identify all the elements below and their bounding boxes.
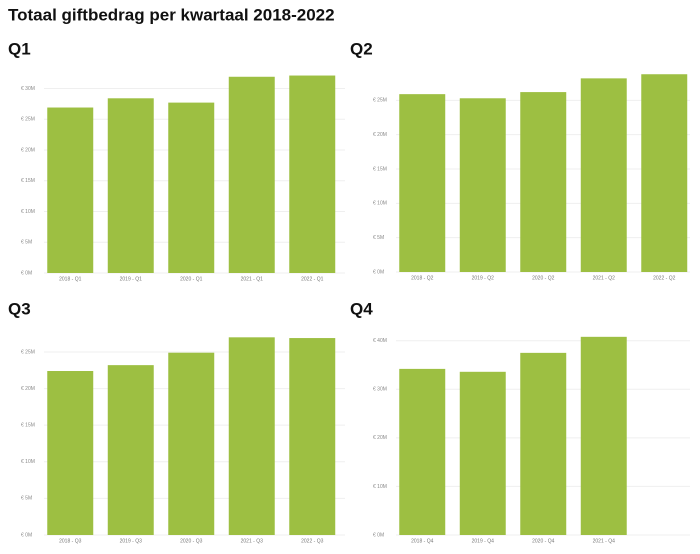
bar	[168, 102, 215, 273]
y-tick-label: € 15M	[373, 166, 387, 172]
x-tick-label: 2021 - Q4	[593, 538, 615, 544]
y-tick-label: € 25M	[21, 117, 35, 123]
x-tick-label: 2022 - Q2	[653, 275, 675, 281]
y-tick-label: € 10M	[373, 201, 387, 207]
bar	[520, 92, 567, 273]
panel-title: Q4	[350, 299, 373, 318]
x-tick-label: 2021 - Q1	[241, 276, 263, 282]
x-tick-label: 2020 - Q2	[532, 275, 554, 281]
bar	[289, 338, 336, 535]
y-tick-label: € 40M	[373, 338, 387, 344]
y-tick-label: € 0M	[373, 532, 384, 538]
bar	[168, 352, 215, 535]
y-tick-label: € 30M	[373, 387, 387, 393]
y-tick-label: € 10M	[21, 459, 35, 465]
bar	[289, 75, 336, 273]
x-tick-label: 2020 - Q1	[180, 276, 202, 282]
bar	[228, 76, 275, 274]
bar	[580, 78, 627, 272]
x-tick-label: 2018 - Q1	[59, 276, 81, 282]
x-tick-label: 2020 - Q4	[532, 538, 554, 544]
bar	[459, 98, 506, 272]
x-tick-label: 2021 - Q3	[241, 538, 263, 544]
x-tick-label: 2019 - Q1	[120, 276, 142, 282]
bar	[520, 352, 567, 535]
x-tick-label: 2019 - Q4	[472, 538, 494, 544]
x-tick-label: 2020 - Q3	[180, 538, 202, 544]
x-tick-label: 2019 - Q2	[472, 275, 494, 281]
y-tick-label: € 0M	[21, 532, 32, 538]
y-tick-label: € 15M	[21, 423, 35, 429]
y-tick-label: € 20M	[373, 132, 387, 138]
y-tick-label: € 20M	[373, 435, 387, 441]
bar	[399, 94, 446, 272]
bar	[399, 368, 446, 535]
panel-title: Q1	[8, 39, 31, 58]
x-tick-label: 2021 - Q2	[593, 275, 615, 281]
x-tick-label: 2018 - Q4	[411, 538, 433, 544]
page-title: Totaal giftbedrag per kwartaal 2018-2022	[8, 5, 335, 24]
bar	[107, 365, 154, 535]
bar	[228, 337, 275, 535]
bar	[459, 371, 506, 535]
x-tick-label: 2019 - Q3	[120, 538, 142, 544]
bar	[641, 74, 688, 273]
x-tick-label: 2018 - Q3	[59, 538, 81, 544]
y-tick-label: € 30M	[21, 86, 35, 92]
y-tick-label: € 25M	[21, 349, 35, 355]
y-tick-label: € 5M	[21, 240, 32, 246]
x-tick-label: 2018 - Q2	[411, 275, 433, 281]
y-tick-label: € 0M	[21, 270, 32, 276]
y-tick-label: € 0M	[373, 269, 384, 275]
x-tick-label: 2022 - Q1	[301, 276, 323, 282]
y-tick-label: € 10M	[21, 209, 35, 215]
x-tick-label: 2022 - Q3	[301, 538, 323, 544]
panel-title: Q3	[8, 299, 31, 318]
bar	[47, 107, 94, 274]
bar	[47, 371, 94, 535]
y-tick-label: € 20M	[21, 147, 35, 153]
y-tick-label: € 25M	[373, 98, 387, 104]
bar	[580, 336, 627, 535]
bar	[107, 98, 154, 273]
y-tick-label: € 5M	[373, 235, 384, 241]
y-tick-label: € 15M	[21, 178, 35, 184]
y-tick-label: € 10M	[373, 484, 387, 490]
y-tick-label: € 5M	[21, 496, 32, 502]
panel-title: Q2	[350, 39, 373, 58]
y-tick-label: € 20M	[21, 386, 35, 392]
